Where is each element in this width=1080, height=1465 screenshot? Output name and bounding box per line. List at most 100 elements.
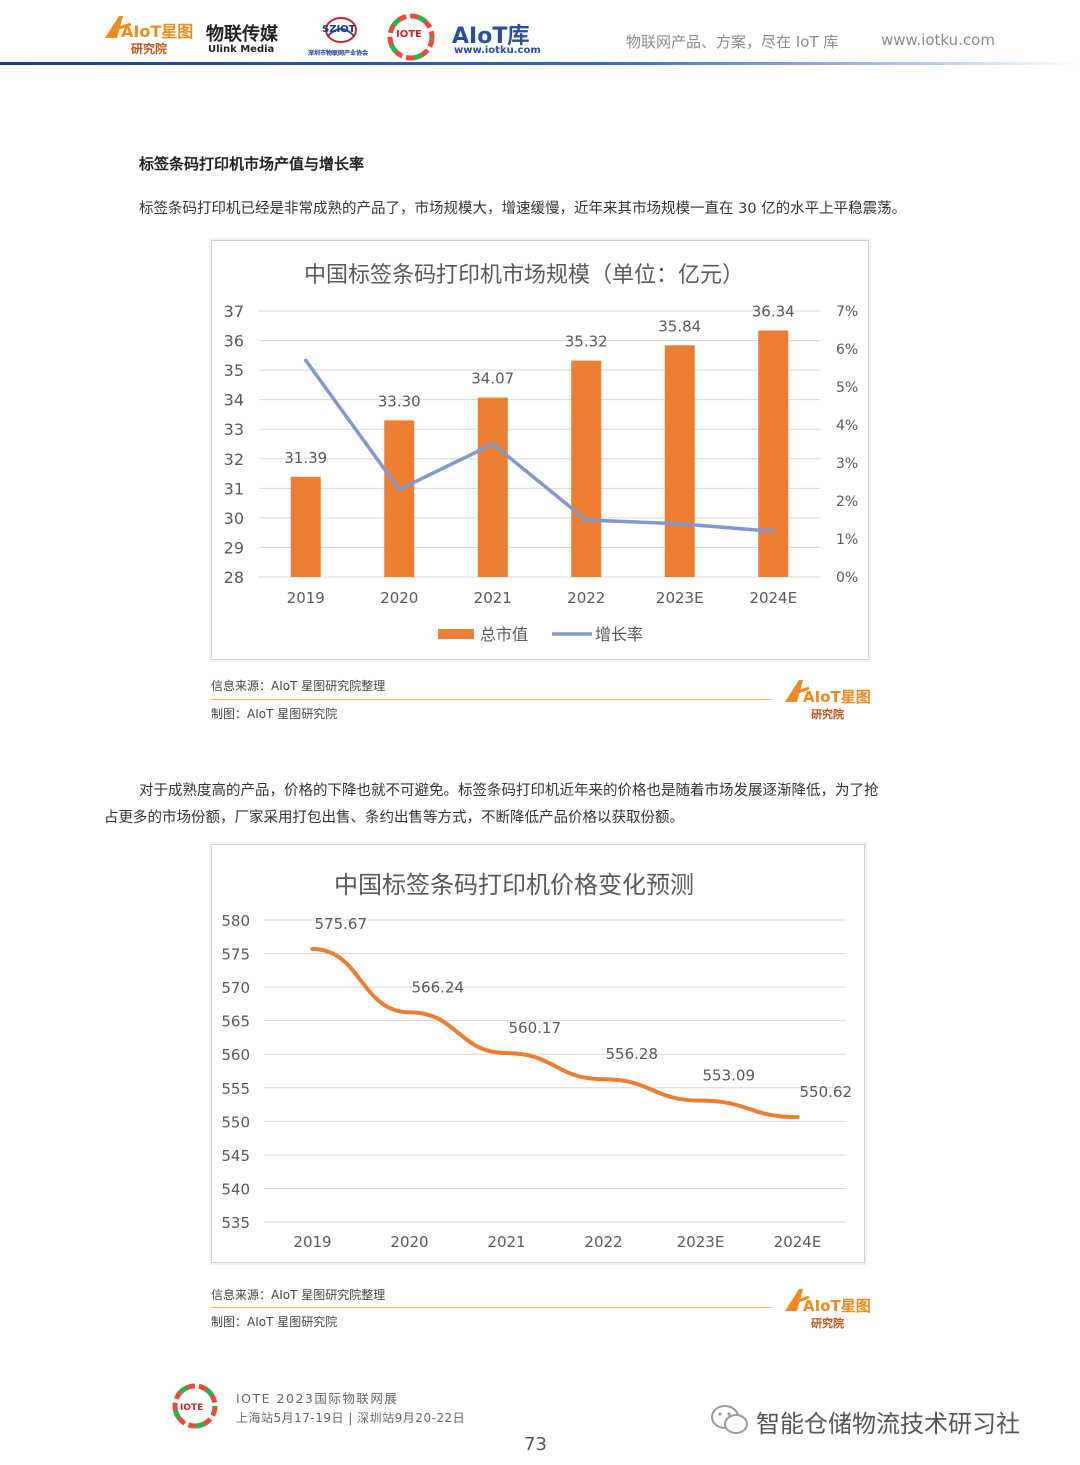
x-tick-label: 2020 [380, 589, 418, 607]
x-tick-label: 2021 [474, 589, 512, 607]
watermark-text: 智能仓储物流技术研习社 [756, 1410, 1020, 1438]
header-website-link[interactable]: www.iotku.com [881, 31, 995, 49]
y2-tick-label: 7% [836, 304, 858, 320]
price-point [698, 1098, 703, 1103]
growth-rate-point [584, 518, 589, 522]
y-tick-label: 31 [224, 479, 244, 498]
stamp2-sub: 研究院 [811, 1317, 844, 1330]
logo5-sub: www.iotku.com [454, 45, 541, 56]
legend-label: 增长率 [595, 625, 643, 644]
logo3-main: SZIOT [322, 24, 356, 35]
y-tick-label: 560 [221, 1046, 250, 1064]
chart2-source: 信息来源：AIoT 星图研究院整理 [211, 1288, 386, 1302]
y2-tick-label: 1% [836, 532, 858, 548]
y-tick-label: 550 [221, 1113, 250, 1131]
bar-data-label: 31.39 [284, 449, 327, 467]
legend-label: 总市值 [480, 625, 528, 644]
stamp1-sub: 研究院 [811, 708, 844, 721]
logo5-main: AIoT库 [452, 24, 530, 49]
price-data-label: 553.09 [703, 1067, 756, 1085]
footer-event-title: IOTE 2023国际物联网展 [236, 1391, 399, 1406]
logo3-sub: 深圳市物联网产业协会 [308, 50, 369, 57]
aiot-a-mark-icon [105, 16, 132, 38]
chart2-source-divider [211, 1307, 771, 1308]
bar [571, 360, 602, 577]
price-line [310, 947, 800, 1120]
bar-data-label: 33.30 [378, 392, 421, 410]
y2-tick-label: 3% [836, 456, 858, 472]
footer: IOTE IOTE 2023国际物联网展 上海站5月17-19日 | 深圳站9月… [0, 1370, 1080, 1465]
x-tick-label: 2023E [656, 589, 704, 607]
bar-data-label: 34.07 [471, 370, 514, 388]
x-tick-label: 2022 [567, 589, 605, 607]
iote-ring-icon [387, 13, 435, 61]
ulink-media-logo: 物联传媒 Ulink Media [206, 20, 290, 58]
price-data-label: 550.62 [800, 1083, 853, 1101]
logo1-main: AIoT星图 [121, 22, 194, 41]
price-data-label: 556.28 [606, 1045, 659, 1063]
y-tick-label: 565 [221, 1013, 250, 1031]
price-point [601, 1077, 606, 1082]
y-tick-label: 30 [224, 509, 244, 528]
chart2-title: 中国标签条码打印机价格变化预测 [334, 871, 694, 899]
price-point [407, 1010, 412, 1015]
y-tick-label: 33 [224, 420, 244, 439]
price-data-label: 566.24 [412, 978, 465, 996]
x-tick-label: 2024E [774, 1233, 822, 1251]
section1-paragraph: 标签条码打印机已经是非常成熟的产品了，市场规模大，增速缓慢，近年来其市场规模一直… [139, 201, 907, 217]
y-tick-label: 540 [221, 1180, 250, 1198]
y-tick-label: 36 [224, 332, 244, 351]
y-tick-label: 32 [224, 450, 244, 469]
market-size-chart: 中国标签条码打印机市场规模（单位：亿元） 28 29 30 31 32 33 34 35 36 3… [211, 240, 869, 660]
x-tick-label: 2019 [287, 589, 325, 607]
section2-paragraph-line2: 占更多的市场份额，厂家采用打包出售、条约出售等方式，不断降低产品价格以获取份额。 [104, 810, 684, 826]
x-tick-label: 2019 [293, 1233, 331, 1251]
y-tick-label: 535 [221, 1214, 250, 1232]
y-tick-label: 575 [221, 946, 250, 964]
page-number: 73 [524, 1434, 547, 1455]
chart2-aiot-stamp: AIoT星图 研究院 [783, 1287, 873, 1331]
iote-logo: IOTE [387, 13, 435, 61]
sziot-emblem-icon [325, 17, 357, 43]
growth-rate-line [304, 359, 774, 534]
growth-rate-point [303, 358, 308, 363]
growth-rate-point [397, 487, 402, 492]
aiot-a-mark-icon [785, 1289, 810, 1311]
chart2-svg: 535 540 545 550 555 560 565 570 575 580 2019 2020 20… [221, 912, 853, 1251]
price-point [504, 1051, 509, 1056]
section-title: 标签条码打印机市场产值与增长率 [139, 155, 365, 173]
bar-data-label: 36.34 [752, 303, 795, 321]
growth-rate-point [490, 442, 495, 446]
chart1-source-divider [211, 699, 771, 700]
y-tick-label: 555 [221, 1080, 250, 1098]
aiotku-logo: AIoT库 www.iotku.com [452, 18, 541, 58]
growth-rate-point [677, 522, 682, 526]
bar [477, 397, 508, 577]
x-tick-label: 2020 [390, 1233, 428, 1251]
y2-tick-label: 0% [836, 570, 858, 586]
page-header: AIoT星图 研究院 物联传媒 Ulink Media SZIOT 深圳市物联网… [0, 0, 1080, 66]
y-tick-label: 28 [224, 568, 244, 587]
x-tick-label: 2022 [584, 1233, 622, 1251]
logo2-main: 物联传媒 [206, 24, 278, 45]
logo2-sub: Ulink Media [208, 44, 275, 55]
header-divider [0, 62, 1080, 65]
aiot-xingtu-logo: AIoT星图 研究院 [103, 14, 194, 56]
x-tick-label: 2021 [487, 1233, 525, 1251]
bar-data-label: 35.84 [658, 317, 701, 335]
price-point [795, 1115, 800, 1120]
stamp2-main: AIoT星图 [803, 1297, 871, 1315]
legend-swatch-bar [438, 629, 474, 639]
y-tick-label: 580 [221, 912, 250, 930]
x-tick-label: 2023E [677, 1233, 725, 1251]
section2-paragraph-line1: 对于成熟度高的产品，价格的下降也就不可避免。标签条码打印机近年来的价格也是随着市… [139, 783, 879, 799]
bar [758, 330, 789, 577]
svg-text:IOTE: IOTE [180, 1403, 203, 1413]
chart1-title: 中国标签条码打印机市场规模（单位：亿元） [304, 263, 745, 288]
chart1-made-by: 制图：AIoT 星图研究院 [211, 707, 338, 721]
chart1-aiot-stamp: AIoT星图 研究院 [783, 678, 873, 722]
wechat-icon [711, 1405, 748, 1434]
chart2-made-by: 制图：AIoT 星图研究院 [211, 1315, 338, 1329]
y2-tick-label: 5% [836, 380, 858, 396]
y-tick-label: 37 [224, 302, 244, 321]
